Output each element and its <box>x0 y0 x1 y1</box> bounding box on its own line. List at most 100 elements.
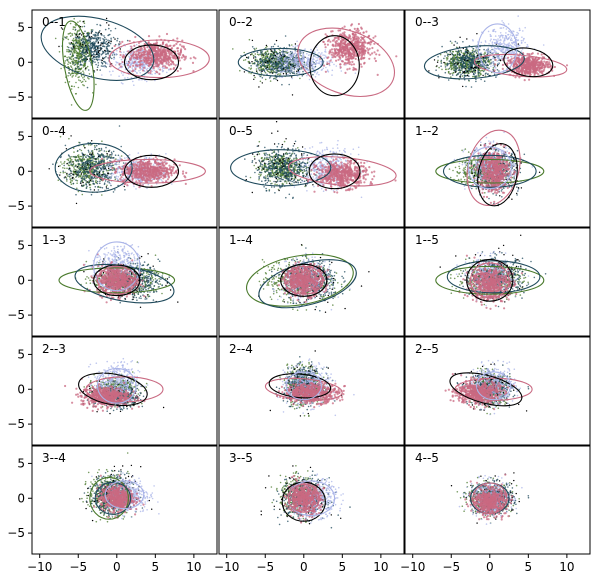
scatter-point <box>78 70 80 73</box>
scatter-point <box>88 32 91 35</box>
scatter-point <box>501 20 503 22</box>
scatter-point <box>272 68 275 70</box>
scatter-point <box>312 58 314 61</box>
scatter-point <box>105 62 108 64</box>
scatter-point <box>263 52 266 55</box>
scatter-point <box>513 30 515 33</box>
scatter-point <box>113 52 116 55</box>
scatter-point <box>82 70 84 72</box>
scatter-point <box>104 49 106 52</box>
scatter-point <box>146 58 149 61</box>
scatter-point <box>273 57 276 60</box>
scatter-point <box>109 50 112 53</box>
scatter-point <box>87 42 90 44</box>
scatter-point <box>470 68 472 71</box>
scatter-point <box>484 73 487 75</box>
scatter-point <box>463 76 466 79</box>
scatter-point <box>78 39 80 41</box>
scatter-point <box>296 45 299 47</box>
scatter-point <box>74 26 76 29</box>
scatter-point <box>101 59 103 62</box>
scatter-point <box>94 54 97 56</box>
scatter-point <box>75 34 78 36</box>
scatter-point <box>110 74 112 76</box>
scatter-point <box>101 45 104 47</box>
scatter-point <box>108 50 110 52</box>
scatter-point <box>69 74 72 76</box>
scatter-point <box>87 77 89 79</box>
scatter-point <box>116 49 118 52</box>
scatter-point <box>239 69 241 72</box>
scatter-point <box>461 64 464 67</box>
scatter-point <box>73 45 75 47</box>
scatter-point <box>341 32 344 35</box>
scatter-point <box>478 49 481 51</box>
scatter-point <box>180 48 183 51</box>
scatter-point <box>89 58 91 60</box>
scatter-point <box>184 48 187 51</box>
scatter-point <box>86 52 89 54</box>
scatter-point <box>456 53 459 56</box>
scatter-point <box>289 50 292 53</box>
scatter-point <box>318 73 320 76</box>
scatter-point <box>465 85 467 88</box>
scatter-point <box>494 35 497 37</box>
scatter-point <box>104 28 107 31</box>
scatter-point <box>527 45 529 48</box>
scatter-point <box>107 49 109 51</box>
scatter-point <box>270 67 272 69</box>
panel-title: 0--2 <box>229 15 253 29</box>
scatter-point <box>266 66 268 69</box>
scatter-point <box>162 41 165 45</box>
scatter-point <box>279 51 281 54</box>
scatter-point <box>192 70 195 73</box>
scatter-point <box>310 48 312 51</box>
scatter-point <box>66 59 68 61</box>
scatter-point <box>147 35 151 38</box>
scatter-point <box>514 50 516 53</box>
scatter-point <box>270 49 272 51</box>
scatter-point <box>499 44 502 46</box>
scatter-point <box>255 65 258 67</box>
scatter-point <box>84 64 86 66</box>
scatter-point <box>111 54 114 56</box>
scatter-point <box>278 73 280 75</box>
scatter-point <box>521 48 524 50</box>
scatter-point <box>315 56 318 59</box>
scatter-point <box>163 49 166 52</box>
scatter-point <box>484 40 487 42</box>
scatter-point <box>96 69 98 71</box>
scatter-point <box>501 55 503 58</box>
scatter-point <box>520 41 523 44</box>
scatter-point <box>76 64 79 66</box>
scatter-point <box>286 52 289 55</box>
scatter-point <box>306 57 308 59</box>
scatter-point <box>451 64 453 67</box>
scatter-point <box>58 51 61 53</box>
scatter-point <box>244 59 247 61</box>
scatter-point <box>343 25 346 28</box>
scatter-point <box>307 65 309 68</box>
scatter-point <box>517 32 520 35</box>
scatter-point <box>355 68 358 71</box>
scatter-point <box>465 54 468 57</box>
scatter-point <box>352 66 355 69</box>
scatter-point <box>353 68 356 71</box>
scatter-point <box>373 51 376 54</box>
scatter-point <box>151 70 153 73</box>
scatter-point <box>294 45 297 47</box>
scatter-point <box>357 22 360 26</box>
scatter-point <box>273 52 275 54</box>
scatter-point <box>346 46 349 49</box>
scatter-point <box>520 50 523 52</box>
scatter-point <box>344 44 348 47</box>
scatter-point <box>307 68 309 71</box>
scatter-point <box>322 40 325 43</box>
scatter-point <box>81 80 84 83</box>
scatter-point <box>97 55 100 57</box>
scatter-point <box>85 53 87 55</box>
scatter-point <box>296 59 299 62</box>
scatter-point <box>303 56 305 58</box>
scatter-point <box>273 64 275 66</box>
scatter-point <box>66 56 68 59</box>
